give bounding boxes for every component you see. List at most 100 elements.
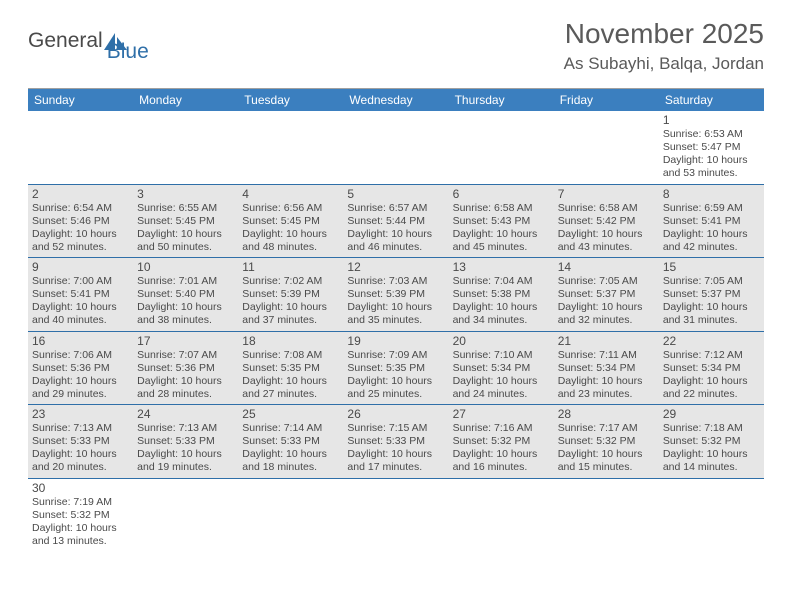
sunset-line: Sunset: 5:32 PM <box>453 435 550 448</box>
day-cell-13: 13Sunrise: 7:04 AMSunset: 5:38 PMDayligh… <box>449 258 554 331</box>
sunset-line: Sunset: 5:47 PM <box>663 141 760 154</box>
day-number: 28 <box>558 407 655 421</box>
sunrise-line: Sunrise: 7:16 AM <box>453 422 550 435</box>
day-number: 12 <box>347 260 444 274</box>
page-header: General Blue November 2025 As Subayhi, B… <box>0 0 792 82</box>
day-number: 7 <box>558 187 655 201</box>
empty-cell <box>133 479 238 552</box>
daylight-line: Daylight: 10 hours and 48 minutes. <box>242 228 339 254</box>
daylight-line: Daylight: 10 hours and 19 minutes. <box>137 448 234 474</box>
location-text: As Subayhi, Balqa, Jordan <box>564 54 764 74</box>
day-number: 19 <box>347 334 444 348</box>
sunrise-line: Sunrise: 7:14 AM <box>242 422 339 435</box>
sunset-line: Sunset: 5:33 PM <box>347 435 444 448</box>
sunrise-line: Sunrise: 7:18 AM <box>663 422 760 435</box>
sunrise-line: Sunrise: 7:07 AM <box>137 349 234 362</box>
sunrise-line: Sunrise: 7:13 AM <box>32 422 129 435</box>
empty-cell <box>238 479 343 552</box>
sunset-line: Sunset: 5:34 PM <box>558 362 655 375</box>
day-cell-17: 17Sunrise: 7:07 AMSunset: 5:36 PMDayligh… <box>133 332 238 405</box>
sunset-line: Sunset: 5:32 PM <box>663 435 760 448</box>
daylight-line: Daylight: 10 hours and 23 minutes. <box>558 375 655 401</box>
day-number: 23 <box>32 407 129 421</box>
empty-cell <box>659 479 764 552</box>
sunrise-line: Sunrise: 7:06 AM <box>32 349 129 362</box>
month-title: November 2025 <box>564 18 764 50</box>
weekday-saturday: Saturday <box>659 89 764 111</box>
sunset-line: Sunset: 5:35 PM <box>347 362 444 375</box>
day-number: 30 <box>32 481 129 495</box>
day-cell-12: 12Sunrise: 7:03 AMSunset: 5:39 PMDayligh… <box>343 258 448 331</box>
sunset-line: Sunset: 5:41 PM <box>32 288 129 301</box>
sunrise-line: Sunrise: 6:57 AM <box>347 202 444 215</box>
weeks-container: 1Sunrise: 6:53 AMSunset: 5:47 PMDaylight… <box>28 111 764 551</box>
empty-cell <box>449 479 554 552</box>
day-number: 21 <box>558 334 655 348</box>
day-number: 22 <box>663 334 760 348</box>
sunset-line: Sunset: 5:40 PM <box>137 288 234 301</box>
sunset-line: Sunset: 5:41 PM <box>663 215 760 228</box>
day-cell-8: 8Sunrise: 6:59 AMSunset: 5:41 PMDaylight… <box>659 185 764 258</box>
sunset-line: Sunset: 5:37 PM <box>558 288 655 301</box>
day-cell-14: 14Sunrise: 7:05 AMSunset: 5:37 PMDayligh… <box>554 258 659 331</box>
logo: General Blue <box>28 18 149 64</box>
day-number: 29 <box>663 407 760 421</box>
sunset-line: Sunset: 5:37 PM <box>663 288 760 301</box>
day-cell-11: 11Sunrise: 7:02 AMSunset: 5:39 PMDayligh… <box>238 258 343 331</box>
daylight-line: Daylight: 10 hours and 32 minutes. <box>558 301 655 327</box>
sunrise-line: Sunrise: 7:17 AM <box>558 422 655 435</box>
sunset-line: Sunset: 5:34 PM <box>663 362 760 375</box>
day-number: 15 <box>663 260 760 274</box>
day-cell-6: 6Sunrise: 6:58 AMSunset: 5:43 PMDaylight… <box>449 185 554 258</box>
sunset-line: Sunset: 5:33 PM <box>242 435 339 448</box>
weekday-friday: Friday <box>554 89 659 111</box>
day-cell-16: 16Sunrise: 7:06 AMSunset: 5:36 PMDayligh… <box>28 332 133 405</box>
sunset-line: Sunset: 5:34 PM <box>453 362 550 375</box>
daylight-line: Daylight: 10 hours and 50 minutes. <box>137 228 234 254</box>
day-cell-29: 29Sunrise: 7:18 AMSunset: 5:32 PMDayligh… <box>659 405 764 478</box>
day-number: 26 <box>347 407 444 421</box>
day-number: 2 <box>32 187 129 201</box>
sunset-line: Sunset: 5:33 PM <box>137 435 234 448</box>
daylight-line: Daylight: 10 hours and 13 minutes. <box>32 522 129 548</box>
day-cell-25: 25Sunrise: 7:14 AMSunset: 5:33 PMDayligh… <box>238 405 343 478</box>
weekday-tuesday: Tuesday <box>238 89 343 111</box>
day-cell-10: 10Sunrise: 7:01 AMSunset: 5:40 PMDayligh… <box>133 258 238 331</box>
daylight-line: Daylight: 10 hours and 22 minutes. <box>663 375 760 401</box>
day-cell-22: 22Sunrise: 7:12 AMSunset: 5:34 PMDayligh… <box>659 332 764 405</box>
daylight-line: Daylight: 10 hours and 28 minutes. <box>137 375 234 401</box>
daylight-line: Daylight: 10 hours and 34 minutes. <box>453 301 550 327</box>
sunrise-line: Sunrise: 7:11 AM <box>558 349 655 362</box>
daylight-line: Daylight: 10 hours and 38 minutes. <box>137 301 234 327</box>
day-cell-18: 18Sunrise: 7:08 AMSunset: 5:35 PMDayligh… <box>238 332 343 405</box>
day-cell-5: 5Sunrise: 6:57 AMSunset: 5:44 PMDaylight… <box>343 185 448 258</box>
sunset-line: Sunset: 5:38 PM <box>453 288 550 301</box>
day-number: 13 <box>453 260 550 274</box>
week-row: 2Sunrise: 6:54 AMSunset: 5:46 PMDaylight… <box>28 185 764 259</box>
day-number: 4 <box>242 187 339 201</box>
title-block: November 2025 As Subayhi, Balqa, Jordan <box>564 18 764 74</box>
weekday-header-row: SundayMondayTuesdayWednesdayThursdayFrid… <box>28 89 764 111</box>
empty-cell <box>133 111 238 184</box>
week-row: 23Sunrise: 7:13 AMSunset: 5:33 PMDayligh… <box>28 405 764 479</box>
daylight-line: Daylight: 10 hours and 17 minutes. <box>347 448 444 474</box>
day-number: 9 <box>32 260 129 274</box>
sunrise-line: Sunrise: 6:53 AM <box>663 128 760 141</box>
sunrise-line: Sunrise: 7:05 AM <box>663 275 760 288</box>
daylight-line: Daylight: 10 hours and 16 minutes. <box>453 448 550 474</box>
day-cell-4: 4Sunrise: 6:56 AMSunset: 5:45 PMDaylight… <box>238 185 343 258</box>
day-cell-19: 19Sunrise: 7:09 AMSunset: 5:35 PMDayligh… <box>343 332 448 405</box>
day-cell-26: 26Sunrise: 7:15 AMSunset: 5:33 PMDayligh… <box>343 405 448 478</box>
empty-cell <box>343 111 448 184</box>
daylight-line: Daylight: 10 hours and 42 minutes. <box>663 228 760 254</box>
sunrise-line: Sunrise: 7:02 AM <box>242 275 339 288</box>
sunrise-line: Sunrise: 6:58 AM <box>558 202 655 215</box>
calendar: SundayMondayTuesdayWednesdayThursdayFrid… <box>28 88 764 551</box>
sunset-line: Sunset: 5:39 PM <box>347 288 444 301</box>
empty-cell <box>343 479 448 552</box>
day-number: 27 <box>453 407 550 421</box>
sunrise-line: Sunrise: 6:54 AM <box>32 202 129 215</box>
sunrise-line: Sunrise: 7:08 AM <box>242 349 339 362</box>
empty-cell <box>449 111 554 184</box>
day-cell-28: 28Sunrise: 7:17 AMSunset: 5:32 PMDayligh… <box>554 405 659 478</box>
